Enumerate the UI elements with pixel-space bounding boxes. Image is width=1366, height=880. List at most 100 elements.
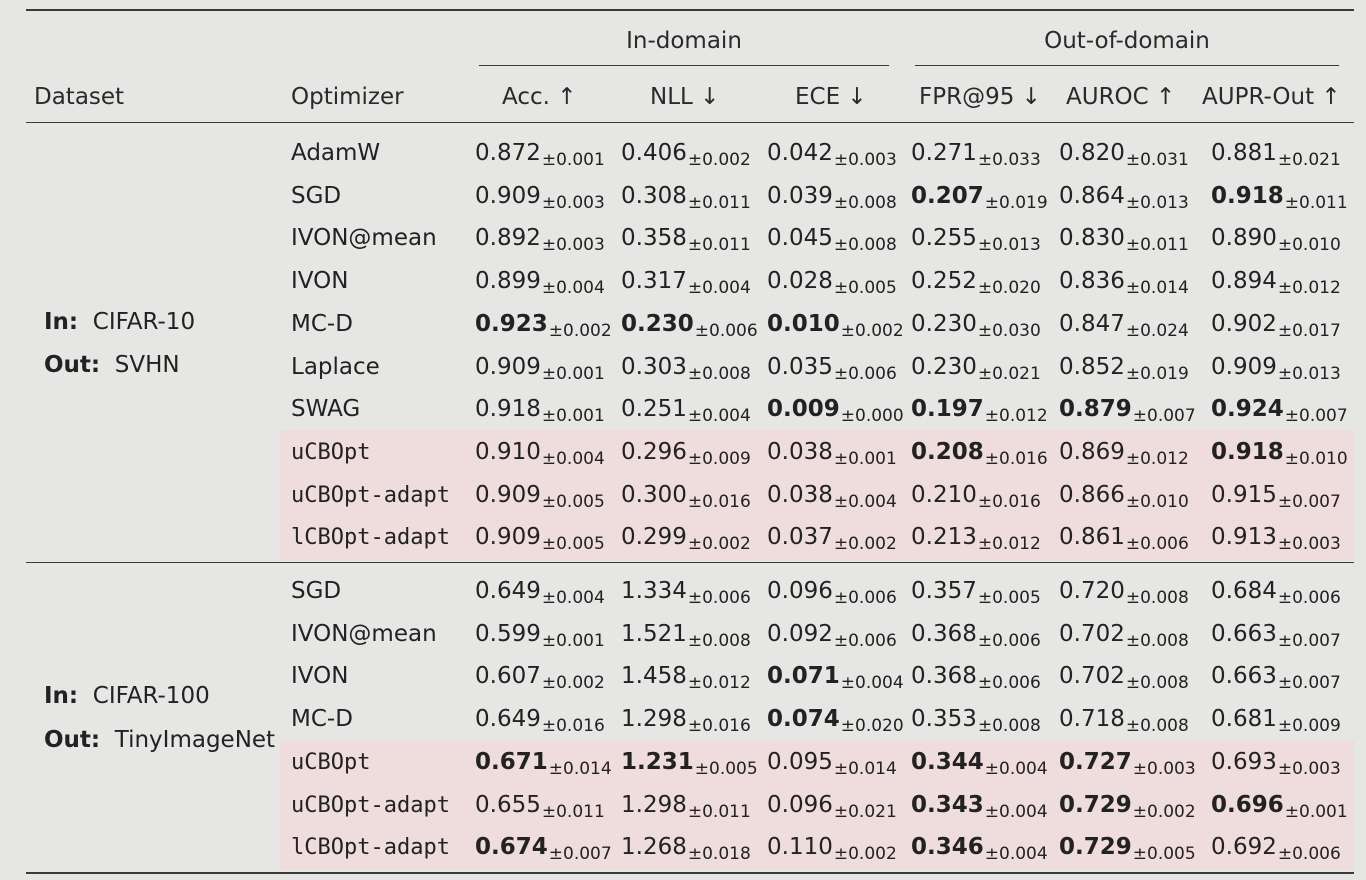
metric-cell: 0.028±0.005 (767, 268, 897, 298)
metric-value: 0.071 (767, 663, 840, 690)
metric-value: 0.684 (1211, 578, 1277, 604)
out-label: Out: (44, 727, 101, 753)
metric-cell: 0.720±0.008 (1059, 578, 1189, 608)
metric-value: 0.230 (911, 353, 977, 380)
metric-std: ±0.003 (541, 235, 605, 256)
metric-std: ±0.008 (1125, 630, 1189, 651)
metric-cell: 0.230±0.021 (911, 353, 1041, 384)
metric-value: 0.271 (911, 140, 977, 166)
metric-std: ±0.005 (977, 588, 1041, 608)
metric-value: 0.866 (1059, 481, 1125, 508)
metric-cell: 0.718±0.008 (1059, 706, 1189, 736)
metric-std: ±0.007 (1277, 673, 1341, 694)
metric-std: ±0.007 (1132, 406, 1196, 427)
metric-value: 0.869 (1059, 438, 1125, 465)
metric-value: 0.830 (1059, 225, 1125, 252)
metric-cell: 0.681±0.009 (1211, 706, 1341, 736)
metric-std: ±0.021 (977, 363, 1041, 384)
metric-std: ±0.006 (687, 588, 751, 608)
nll-column-header: NLL ↓ (650, 84, 720, 110)
metric-value: 0.820 (1059, 140, 1125, 166)
metric-std: ±0.007 (1284, 406, 1348, 427)
metric-value: 0.110 (767, 834, 833, 861)
metric-std: ±0.002 (548, 320, 612, 341)
metric-value: 0.096 (767, 791, 833, 818)
metric-cell: 0.037±0.002 (767, 524, 897, 554)
metric-cell: 0.909±0.001 (475, 354, 605, 384)
block-separator-rule (26, 562, 1354, 563)
metric-std: ±0.007 (1277, 491, 1341, 512)
metric-std: ±0.002 (840, 320, 904, 341)
metric-cell: 0.881±0.021 (1211, 140, 1341, 170)
metric-std: ±0.004 (840, 673, 904, 694)
metric-cell: 0.346±0.004 (911, 834, 1048, 864)
metric-cell: 0.649±0.004 (475, 578, 605, 608)
metric-value: 0.879 (1059, 396, 1132, 423)
metric-std: ±0.005 (541, 534, 605, 555)
metric-value: 0.009 (767, 396, 840, 423)
metric-std: ±0.003 (541, 192, 605, 213)
metric-value: 0.909 (475, 481, 541, 508)
metric-std: ±0.003 (1132, 758, 1196, 779)
metric-std: ±0.004 (984, 844, 1048, 865)
metric-cell: 0.729±0.005 (1059, 834, 1196, 864)
metric-cell: 0.406±0.002 (621, 140, 751, 170)
block-2-out-dataset: Out: TinyImageNet (44, 727, 275, 753)
metric-cell: 0.894±0.012 (1211, 268, 1341, 298)
metric-value: 0.702 (1059, 620, 1125, 647)
metric-cell: 0.096±0.021 (767, 791, 897, 822)
ece-column-header: ECE ↓ (795, 84, 867, 110)
metric-value: 0.042 (767, 140, 833, 166)
metric-cell: 0.251±0.004 (621, 396, 751, 426)
aupr-out-column-header: AUPR-Out ↑ (1202, 84, 1341, 110)
metric-value: 0.727 (1059, 748, 1132, 775)
metric-value: 0.692 (1211, 834, 1277, 861)
metric-std: ±0.008 (1125, 673, 1189, 694)
metric-cell: 0.674±0.007 (475, 834, 612, 864)
auroc-column-header: AUROC ↑ (1066, 84, 1176, 110)
dataset-column-header: Dataset (34, 84, 125, 110)
metric-std: ±0.000 (840, 406, 904, 427)
metric-cell: 0.696±0.001 (1211, 792, 1348, 822)
optimizer-name: IVON (291, 663, 349, 690)
metric-cell: 0.693±0.003 (1211, 749, 1341, 779)
out-dataset-name: TinyImageNet (114, 727, 276, 753)
metric-value: 1.334 (621, 578, 687, 604)
metric-cell: 0.344±0.004 (911, 749, 1048, 779)
metric-cell: 0.230±0.030 (911, 311, 1041, 341)
metric-value: 0.681 (1211, 706, 1277, 733)
metric-value: 0.599 (475, 620, 541, 647)
metric-std: ±0.008 (1125, 588, 1189, 608)
metric-cell: 0.909±0.005 (475, 524, 605, 554)
metric-std: ±0.001 (541, 406, 605, 427)
metric-cell: 0.045±0.008 (767, 225, 897, 255)
metric-cell: 0.208±0.016 (911, 439, 1048, 469)
metric-std: ±0.003 (833, 150, 897, 170)
metric-value: 0.039 (767, 182, 833, 209)
metric-cell: 0.353±0.008 (911, 706, 1041, 736)
metric-cell: 0.230±0.006 (621, 311, 758, 341)
optimizer-name: MC-D (291, 310, 353, 337)
metric-value: 0.894 (1211, 268, 1277, 295)
metric-std: ±0.011 (687, 235, 751, 256)
metric-std: ±0.016 (977, 491, 1041, 512)
metric-value: 0.836 (1059, 268, 1125, 295)
metric-std: ±0.016 (541, 716, 605, 737)
metric-value: 0.038 (767, 481, 833, 508)
metric-cell: 0.866±0.010 (1059, 481, 1189, 512)
metric-cell: 1.521±0.008 (621, 621, 751, 651)
acc-column-header: Acc. ↑ (502, 84, 577, 110)
header-rule (26, 122, 1354, 123)
metric-cell: 0.255±0.013 (911, 225, 1041, 255)
metric-cell: 0.096±0.006 (767, 578, 897, 608)
metric-std: ±0.004 (541, 278, 605, 299)
metric-value: 0.729 (1059, 791, 1132, 818)
metric-value: 0.357 (911, 578, 977, 604)
metric-cell: 0.836±0.014 (1059, 268, 1189, 298)
metric-value: 0.649 (475, 706, 541, 733)
metric-cell: 0.909±0.005 (475, 481, 605, 512)
metric-value: 0.037 (767, 524, 833, 551)
optimizer-name: uCBOpt-adapt (291, 792, 450, 818)
metric-cell: 0.207±0.019 (911, 183, 1048, 213)
metric-value: 0.910 (475, 438, 541, 465)
